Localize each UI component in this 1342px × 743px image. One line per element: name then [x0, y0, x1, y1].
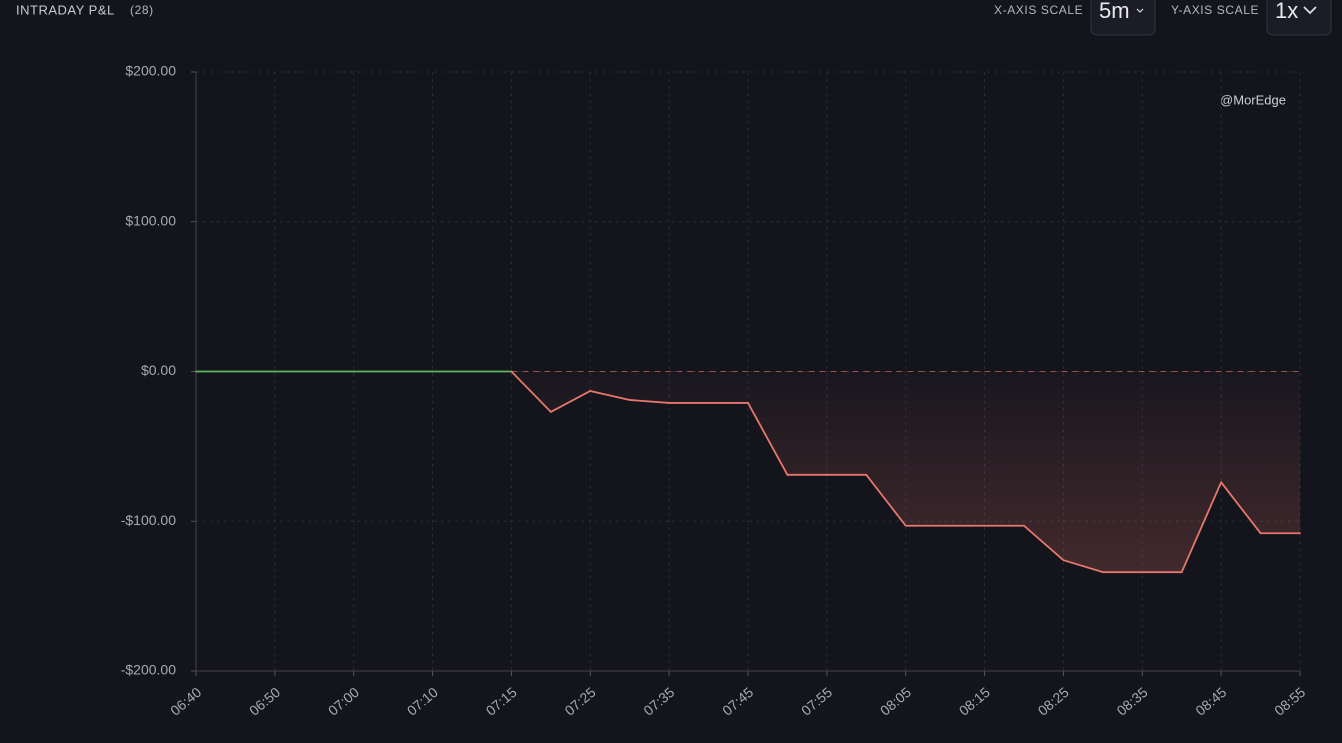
x-tick-label: 08:25	[1035, 684, 1072, 719]
x-tick-label: 08:35	[1113, 684, 1150, 719]
x-scale-dropdown[interactable]: 5m	[1090, 0, 1156, 36]
dropdown-value[interactable]: 5m	[1099, 0, 1130, 23]
y-tick-label: -$200.00	[121, 662, 176, 678]
x-tick-label: 07:15	[483, 684, 520, 719]
line-segment	[747, 402, 789, 476]
chevron[interactable]	[1303, 6, 1317, 15]
watermark: @MorEdge	[1220, 92, 1286, 107]
count: (28)	[130, 3, 154, 17]
y-scale-dropdown[interactable]: 1x	[1266, 0, 1332, 36]
chevron[interactable]	[1136, 8, 1144, 13]
y-tick-label: $0.00	[141, 362, 176, 378]
dropdown-value[interactable]: 1x	[1275, 0, 1298, 23]
x-tick-label: 07:55	[798, 684, 835, 719]
line-segment	[589, 390, 631, 401]
x-tick-label: 08:45	[1192, 684, 1229, 719]
x-tick-label: 07:35	[640, 684, 677, 719]
dropdown-box[interactable]	[1090, 0, 1156, 36]
panel-title: INTRADAY P&L	[16, 2, 115, 17]
x-tick-label: 08:05	[877, 684, 914, 719]
y-tick-label: -$100.00	[121, 512, 176, 528]
x-tick-label: 07:45	[719, 684, 756, 719]
line-segment	[628, 399, 671, 404]
x-tick-label: 07:00	[325, 684, 362, 719]
x-tick-label: 06:40	[167, 684, 204, 719]
x-tick-label: 08:15	[956, 684, 993, 719]
x-tick-label: 08:55	[1271, 684, 1308, 719]
line-segment	[1180, 481, 1223, 574]
x-tick-label: 07:25	[561, 684, 598, 719]
loss-area	[196, 371, 1300, 573]
line-segment	[510, 370, 552, 413]
line-segment	[1062, 559, 1104, 574]
x-tick-label: 07:10	[404, 684, 441, 719]
x-scale-label: X-AXIS SCALE	[994, 3, 1083, 17]
y-tick-label: $100.00	[125, 212, 176, 228]
line-segment	[1220, 481, 1262, 535]
y-tick-label: $200.00	[125, 63, 176, 79]
x-tick-label: 06:50	[246, 684, 283, 719]
line-segment	[549, 390, 592, 413]
y-scale-label: Y-AXIS SCALE	[1171, 3, 1259, 17]
line-segment	[865, 473, 907, 527]
chart: -$200.00 -$100.00 $0.00 $100.00 $200.00 06:40…	[121, 63, 1309, 719]
line-segment	[1023, 524, 1065, 562]
